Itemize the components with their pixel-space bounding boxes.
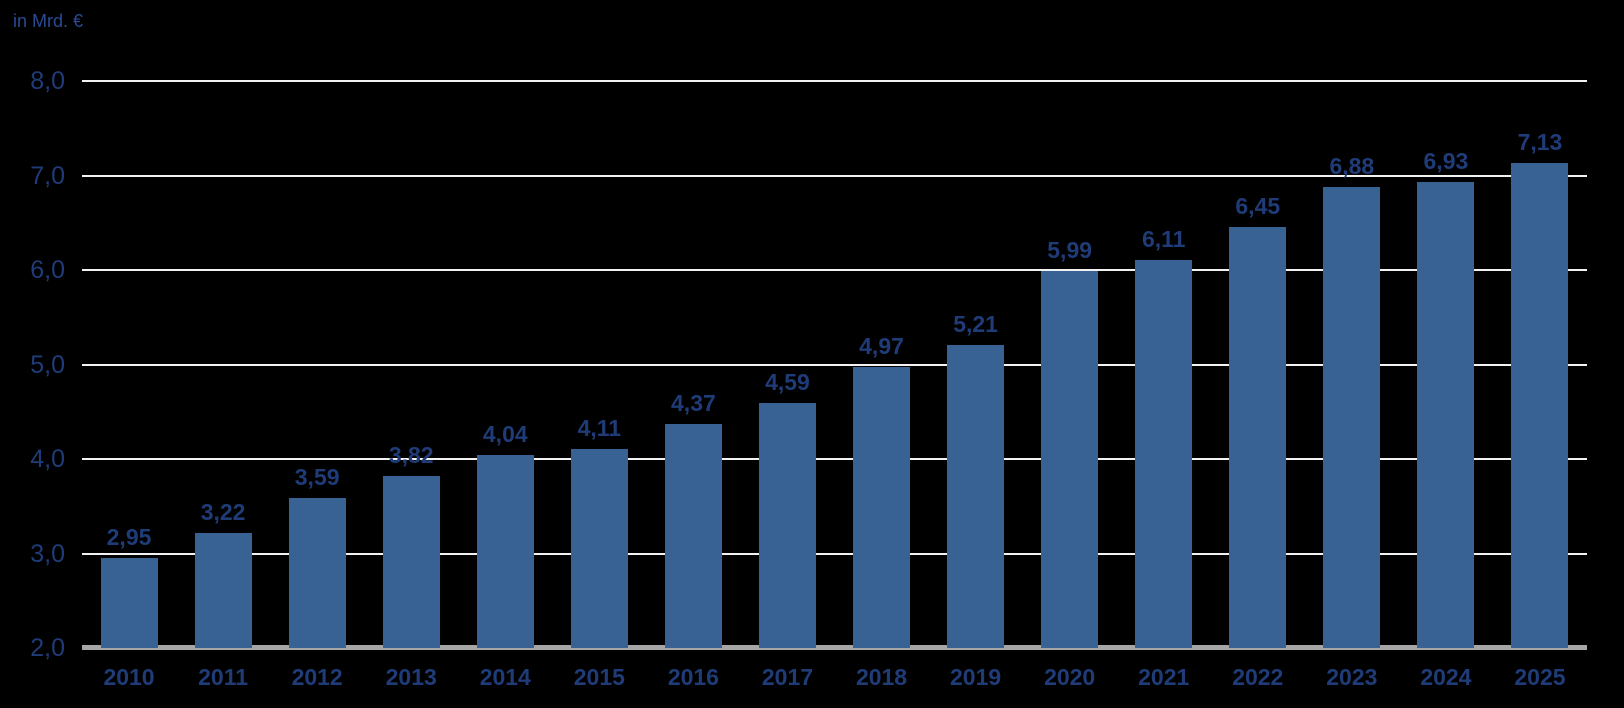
bar-value-label: 4,04 — [482, 421, 528, 448]
x-tick-label: 2013 — [385, 664, 437, 690]
x-tick-label: 2018 — [855, 664, 908, 690]
gridline — [82, 458, 1587, 460]
x-tick-label: 2024 — [1420, 664, 1472, 690]
gridline — [82, 552, 1587, 555]
x-tick-label: 2025 — [1514, 664, 1566, 690]
x-tick-label: 2020 — [1044, 664, 1096, 690]
bar-value-label: 4,97 — [859, 333, 904, 360]
bar — [1417, 182, 1475, 648]
gridline — [82, 269, 1587, 271]
bar-value-label: 6,45 — [1235, 193, 1281, 220]
bar — [758, 403, 816, 648]
bar — [570, 448, 628, 648]
x-tick-label: 2022 — [1232, 664, 1284, 690]
gridline — [82, 174, 1587, 177]
bar-value-label: 4,11 — [577, 414, 622, 441]
bar — [1041, 270, 1099, 648]
x-tick-label: 2023 — [1326, 664, 1378, 690]
bar — [476, 455, 534, 648]
y-tick-label: 2,0 — [30, 634, 65, 662]
bar — [1229, 227, 1287, 648]
y-tick-label: 8,0 — [30, 67, 65, 95]
bar-value-label: 5,21 — [953, 310, 998, 337]
bar — [100, 558, 158, 648]
gridline — [82, 80, 1587, 82]
x-tick-label: 2016 — [667, 664, 719, 690]
bar — [194, 532, 252, 648]
bar-value-label: 4,59 — [765, 369, 810, 396]
bar — [947, 344, 1005, 648]
x-tick-label: 2014 — [479, 664, 531, 690]
bar-value-label: 4,37 — [671, 390, 716, 417]
x-tick-label: 2017 — [761, 664, 814, 690]
y-axis-unit-label: in Mrd. € — [13, 11, 84, 31]
bar-value-label: 6,11 — [1141, 225, 1186, 252]
y-tick-label: 5,0 — [30, 350, 65, 379]
x-tick-label: 2015 — [573, 664, 625, 690]
bar-value-label: 3,22 — [200, 498, 246, 525]
bar-value-label: 3,82 — [388, 442, 434, 468]
x-tick-label: 2011 — [198, 664, 249, 690]
bar-value-label: 3,59 — [294, 463, 340, 490]
y-tick-label: 3,0 — [30, 539, 65, 568]
bar-value-label: 7,13 — [1517, 129, 1563, 156]
bar — [853, 367, 911, 648]
x-tick-label: 2010 — [103, 664, 155, 690]
bar — [664, 424, 722, 648]
bar — [1511, 163, 1569, 648]
gridline — [82, 363, 1587, 366]
x-tick-label: 2019 — [950, 664, 1002, 690]
bar — [1323, 186, 1381, 648]
bar-value-label: 5,99 — [1047, 236, 1093, 263]
x-tick-label: 2021 — [1138, 664, 1190, 690]
y-tick-label: 7,0 — [30, 161, 65, 190]
bar — [288, 497, 346, 648]
x-tick-label: 2012 — [291, 664, 343, 690]
y-tick-label: 4,0 — [30, 445, 65, 473]
y-tick-label: 6,0 — [30, 256, 65, 284]
bar-value-label: 6,88 — [1329, 152, 1375, 179]
bar — [382, 476, 440, 648]
bar — [1135, 259, 1193, 648]
x-axis-line — [82, 645, 1587, 650]
bar-value-label: 6,93 — [1423, 148, 1469, 175]
bar-value-label: 2,95 — [106, 524, 152, 551]
